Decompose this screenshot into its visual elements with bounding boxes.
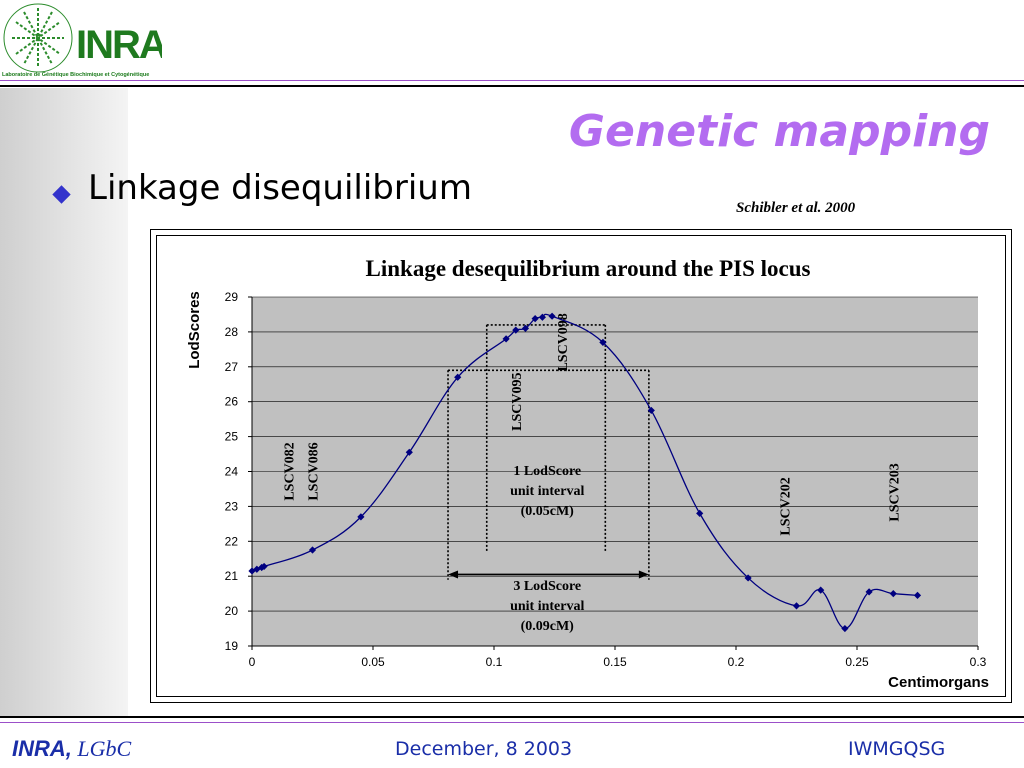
data-point — [538, 313, 546, 321]
x-tick-label: 0.1 — [486, 655, 503, 669]
marker-label: LSCV203 — [887, 463, 902, 521]
footer-org: INRA, LGbC — [12, 736, 131, 762]
data-point — [841, 624, 849, 633]
citation: Schibler et al. 2000 — [736, 200, 856, 216]
data-point — [531, 315, 539, 323]
footer-rule-bottom — [0, 722, 1024, 723]
data-point — [357, 513, 365, 521]
data-point — [454, 373, 462, 381]
y-tick-label: 24 — [225, 465, 239, 479]
chart-title: Linkage desequilibrium around the PIS lo… — [366, 256, 811, 281]
y-tick-label: 25 — [225, 430, 239, 444]
data-point — [792, 602, 801, 610]
y-tick-label: 28 — [225, 325, 239, 339]
footer-event: IWMGQSG — [848, 738, 946, 760]
x-tick-label: 0.2 — [728, 655, 745, 669]
interval-label-line: (0.09cM) — [521, 619, 575, 634]
lab-name: Laboratoire de Génétique Biochimique et … — [2, 72, 150, 78]
interval-label-line: (0.05cM) — [521, 504, 575, 519]
footer-rule-top — [0, 716, 1024, 718]
footer-org-name: INRA, — [12, 736, 72, 761]
data-point — [260, 562, 268, 571]
bullet-text: Linkage disequilibrium — [88, 168, 472, 208]
slide-title: Genetic mapping — [568, 106, 990, 157]
marker-label: LSCV202 — [778, 477, 793, 535]
data-point — [599, 338, 607, 346]
data-point — [647, 406, 655, 415]
interval-label-line: unit interval — [510, 484, 584, 499]
interval-arrow-right-icon — [638, 570, 649, 579]
marker-label: LSCV095 — [510, 373, 525, 431]
data-point — [253, 565, 261, 573]
x-tick-label: 0.3 — [970, 655, 987, 669]
data-point — [308, 546, 317, 554]
y-tick-label: 20 — [225, 604, 239, 618]
data-point — [502, 335, 510, 343]
x-tick-label: 0 — [249, 655, 256, 669]
data-point — [865, 588, 873, 596]
chart-inner-frame — [156, 235, 1006, 697]
marker-label: LSCV086 — [307, 442, 322, 500]
y-axis-label: LodScores — [186, 291, 203, 369]
x-tick-label: 0.25 — [845, 655, 869, 669]
data-point — [913, 591, 922, 599]
y-tick-label: 23 — [225, 499, 239, 513]
data-point — [512, 326, 520, 334]
interval-label-line: 3 LodScore — [513, 579, 581, 594]
inra-logo: INRA — [3, 3, 162, 73]
y-tick-label: 27 — [225, 360, 239, 374]
interval-label-line: 1 LodScore — [513, 464, 581, 479]
x-axis-label: Centimorgans — [888, 674, 989, 691]
y-tick-label: 29 — [225, 290, 239, 304]
data-point — [521, 324, 530, 333]
marker-label: LSCV098 — [556, 313, 571, 371]
y-tick-label: 21 — [225, 569, 239, 583]
y-tick-label: 26 — [225, 395, 239, 409]
interval-label-line: unit interval — [510, 599, 584, 614]
data-point — [548, 312, 556, 320]
data-point — [248, 567, 256, 575]
data-point — [696, 509, 704, 517]
wheat-emblem-icon — [3, 3, 73, 73]
data-point — [405, 448, 413, 456]
interval-arrow-left-icon — [448, 570, 459, 579]
x-tick-label: 0.05 — [361, 655, 385, 669]
x-tick-label: 0.15 — [603, 655, 627, 669]
header-rule-top — [0, 80, 1024, 81]
header-rule-bottom — [0, 85, 1024, 87]
footer-date: December, 8 2003 — [395, 738, 573, 760]
marker-label: LSCV082 — [282, 442, 297, 500]
data-point — [817, 586, 825, 594]
y-tick-label: 19 — [225, 639, 239, 653]
y-tick-label: 22 — [225, 534, 239, 548]
logo-text: INRA — [76, 23, 162, 67]
data-point — [744, 574, 752, 582]
data-point — [889, 590, 897, 598]
footer-lab-name: LGbC — [77, 736, 132, 761]
